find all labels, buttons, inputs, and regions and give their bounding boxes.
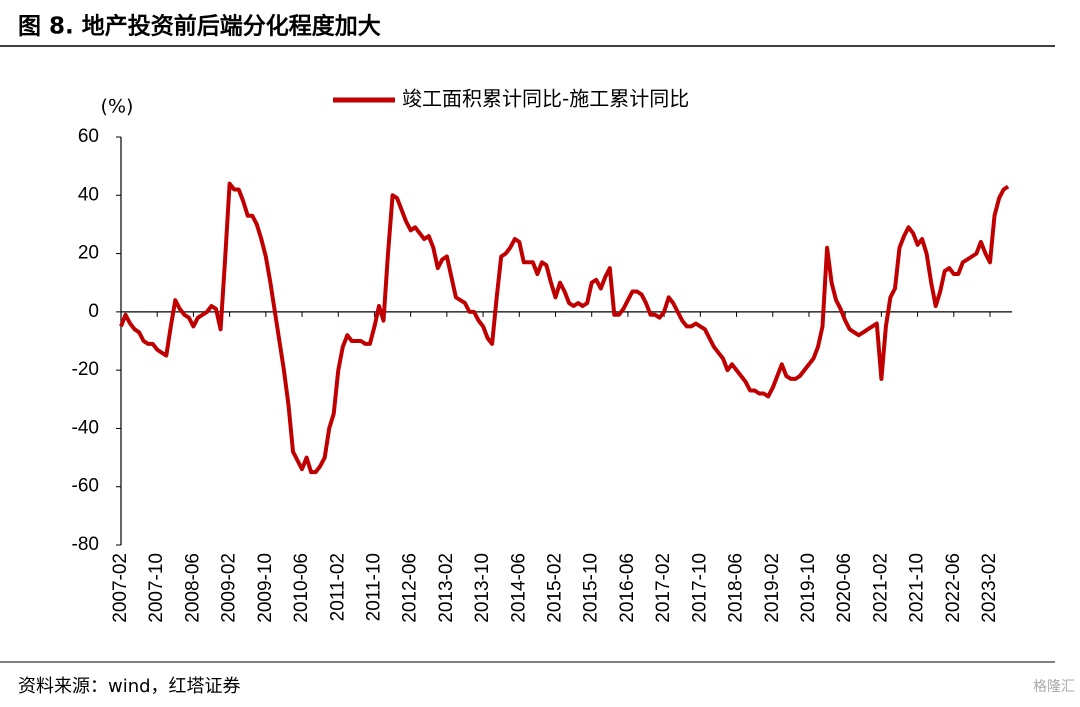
x-tick-label: 2021-02 — [870, 553, 891, 623]
chart-title: 图 8. 地产投资前后端分化程度加大 — [18, 13, 381, 40]
x-tick-label: 2015-02 — [545, 553, 566, 623]
x-tick-label: 2008-06 — [182, 553, 203, 623]
x-tick-label: 2019-10 — [798, 553, 819, 623]
y-tick-label: -80 — [72, 534, 99, 555]
y-tick-label: 40 — [78, 184, 99, 205]
x-tick-label: 2019-02 — [762, 553, 783, 623]
y-tick-label: 60 — [78, 126, 99, 147]
x-tick-label: 2009-10 — [255, 553, 276, 623]
x-tick-label: 2018-06 — [726, 553, 747, 623]
watermark: 格隆汇 — [1033, 679, 1075, 695]
x-tick-label: 2007-02 — [110, 553, 131, 623]
x-tick-label: 2017-02 — [653, 553, 674, 623]
y-tick-label: -20 — [72, 359, 99, 380]
x-tick-label: 2010-06 — [291, 553, 312, 623]
legend-label: 竣工面积累计同比-施工累计同比 — [402, 87, 689, 111]
x-tick-label: 2021-10 — [907, 553, 928, 623]
x-tick-label: 2017-10 — [689, 553, 710, 623]
y-tick-label: -60 — [72, 476, 99, 497]
y-tick-label: 0 — [88, 301, 99, 322]
y-tick-label: 20 — [78, 243, 99, 264]
x-tick-label: 2011-10 — [363, 553, 384, 621]
x-tick-label: 2013-10 — [472, 553, 493, 623]
source: 资料来源：wind，红塔证券 — [18, 676, 241, 697]
x-tick-label: 2009-02 — [219, 553, 240, 623]
x-tick-label: 2011-02 — [327, 553, 348, 621]
y-tick-label: -40 — [72, 417, 99, 438]
x-tick-label: 2020-06 — [834, 553, 855, 623]
data-line — [119, 181, 1010, 475]
x-tick-label: 2012-06 — [400, 553, 421, 623]
x-tick-label: 2013-02 — [436, 553, 457, 623]
x-tick-label: 2015-10 — [581, 553, 602, 623]
x-tick-label: 2016-06 — [617, 553, 638, 623]
x-tick-label: 2022-06 — [943, 553, 964, 623]
x-tick-label: 2014-06 — [508, 553, 529, 623]
x-tick-label: 2023-02 — [979, 553, 1000, 623]
y-unit: (%) — [101, 96, 134, 118]
x-tick-label: 2007-10 — [146, 553, 167, 623]
